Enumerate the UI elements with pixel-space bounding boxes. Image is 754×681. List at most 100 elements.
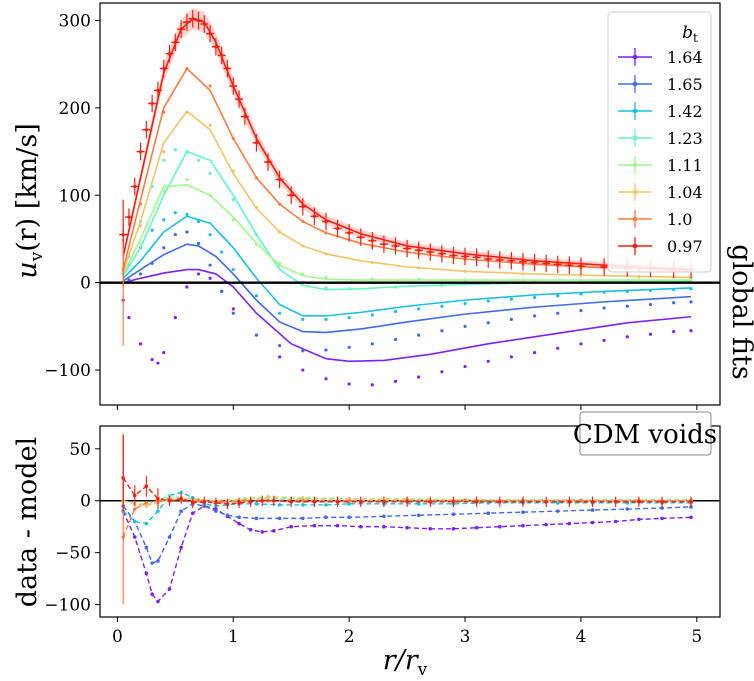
residual-point-1.0 xyxy=(144,501,149,505)
legend-label-1.64: 1.64 xyxy=(667,48,703,67)
data-point-1.64 xyxy=(127,316,131,320)
data-point-1.04 xyxy=(208,123,212,127)
residual-point-1.64 xyxy=(544,522,548,527)
legend-marker-1.11 xyxy=(632,162,638,168)
residual-point-1.64 xyxy=(167,587,172,591)
model-line-1.65 xyxy=(122,243,692,334)
data-point-1.42 xyxy=(162,218,166,222)
data-point-0.97 xyxy=(301,205,305,209)
data-point-1.11 xyxy=(278,261,282,266)
data-point-1.23 xyxy=(393,285,398,289)
data-point-1.23 xyxy=(231,198,235,202)
data-point-0.97 xyxy=(382,242,386,246)
legend-label-1.65: 1.65 xyxy=(667,75,703,94)
residual-point-0.97 xyxy=(202,499,207,504)
residual-point-1.42 xyxy=(347,502,351,506)
data-point-1.64 xyxy=(672,329,676,334)
residual-point-0.97 xyxy=(498,499,502,504)
bottom-frame xyxy=(99,425,721,618)
data-point-0.97 xyxy=(428,250,432,254)
bottom-panel: −100 −50 0 50 0 1 2 3 4 5 xyxy=(44,425,721,647)
residual-point-1.64 xyxy=(567,521,572,526)
residual-point-0.97 xyxy=(382,499,386,504)
residual-point-1.65 xyxy=(486,511,491,515)
data-point-1.64 xyxy=(278,355,282,359)
residual-point-1.65 xyxy=(347,515,351,520)
residual-point-1.64 xyxy=(289,524,294,529)
model-line-1.42 xyxy=(122,215,692,317)
data-point-0.97 xyxy=(254,141,259,145)
data-point-1.04 xyxy=(521,272,525,276)
top-panel: −100 0 100 200 300 xyxy=(44,2,721,410)
data-point-1.64 xyxy=(625,335,629,339)
data-point-1.64 xyxy=(150,357,154,362)
residual-point-1.65 xyxy=(214,509,218,513)
data-point-1.64 xyxy=(185,285,189,289)
data-point-1.42 xyxy=(579,292,583,296)
data-point-1.65 xyxy=(254,333,259,337)
data-point-1.42 xyxy=(173,211,177,215)
data-point-1.0 xyxy=(324,231,328,235)
data-point-1.42 xyxy=(440,304,444,308)
data-point-1.65 xyxy=(625,304,629,308)
model-line-1.11 xyxy=(122,183,692,281)
data-point-1.42 xyxy=(370,313,374,317)
data-point-1.64 xyxy=(231,307,235,311)
data-point-0.97 xyxy=(138,149,143,154)
data-point-1.11 xyxy=(417,277,421,281)
legend-label-1.0: 1.0 xyxy=(667,210,692,229)
data-point-1.23 xyxy=(347,287,351,291)
bottom-plot-area xyxy=(100,434,720,605)
top-frame xyxy=(99,2,721,406)
data-point-1.42 xyxy=(301,317,305,321)
data-point-1.23 xyxy=(324,286,328,290)
residual-point-0.97 xyxy=(190,501,195,505)
residual-point-1.65 xyxy=(689,505,693,509)
residual-point-1.65 xyxy=(254,516,259,521)
data-point-1.65 xyxy=(324,348,328,352)
data-point-0.97 xyxy=(312,214,316,218)
data-point-1.42 xyxy=(220,250,224,254)
data-point-0.97 xyxy=(417,248,421,252)
data-point-0.97 xyxy=(266,160,270,164)
residual-point-1.65 xyxy=(237,515,241,520)
residual-point-1.42 xyxy=(254,502,259,506)
residual-point-1.64 xyxy=(179,545,183,550)
data-point-1.42 xyxy=(417,307,421,311)
data-point-0.97 xyxy=(509,259,514,263)
data-point-1.65 xyxy=(463,324,467,328)
residual-point-1.64 xyxy=(132,535,137,539)
data-point-1.65 xyxy=(672,301,676,305)
data-point-1.42 xyxy=(196,219,201,224)
legend-label-1.04: 1.04 xyxy=(667,183,703,202)
residual-point-0.97 xyxy=(544,499,548,504)
residual-point-1.42 xyxy=(132,519,137,524)
data-point-1.64 xyxy=(138,342,143,346)
top-ylabel: uv(r) [km/s] xyxy=(12,123,47,279)
residual-point-1.42 xyxy=(416,502,421,506)
data-point-0.97 xyxy=(498,258,502,262)
data-point-1.23 xyxy=(208,171,212,176)
data-point-0.97 xyxy=(237,97,241,101)
model-line-0.97 xyxy=(122,17,692,271)
residual-point-1.64 xyxy=(498,524,502,529)
data-point-1.65 xyxy=(579,309,583,313)
residual-point-1.65 xyxy=(451,512,456,517)
residual-point-1.65 xyxy=(555,509,560,513)
residual-point-1.42 xyxy=(179,490,183,495)
residual-point-1.65 xyxy=(277,516,282,521)
data-point-0.97 xyxy=(196,18,201,23)
data-point-1.65 xyxy=(196,241,201,245)
data-point-0.97 xyxy=(370,239,374,243)
data-point-0.97 xyxy=(579,264,583,268)
data-point-1.64 xyxy=(486,359,490,363)
data-point-1.42 xyxy=(347,316,351,320)
data-point-1.11 xyxy=(463,278,467,282)
residual-point-1.0 xyxy=(196,498,201,503)
top-ylabel-rest: (r) [km/s] xyxy=(12,123,43,252)
data-point-1.65 xyxy=(648,302,653,307)
residual-line-1.04 xyxy=(122,496,692,507)
data-point-1.0 xyxy=(162,110,166,114)
data-point-1.65 xyxy=(127,278,131,282)
residual-point-1.65 xyxy=(521,510,525,514)
